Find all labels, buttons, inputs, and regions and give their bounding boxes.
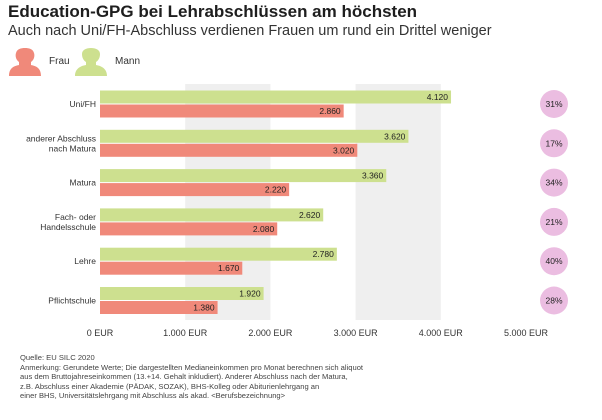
legend-label-mann: Mann	[115, 56, 141, 67]
gap-label: 31%	[545, 99, 562, 109]
bar-frau	[100, 222, 278, 236]
data-label-mann: 2.780	[313, 249, 335, 259]
bar-mann	[100, 129, 409, 143]
category-label: Pflichtschule	[48, 296, 96, 306]
category-label: Matura	[70, 178, 97, 188]
gap-badge	[540, 207, 568, 236]
x-tick-label: 5.000 EUR	[504, 328, 549, 338]
data-label-mann: 4.120	[427, 92, 449, 102]
category-label: Handelsschule	[40, 222, 96, 232]
chart-notes: Quelle: EU SILC 2020 Anmerkung: Gerundet…	[20, 353, 420, 401]
data-label-frau: 2.860	[319, 106, 341, 116]
data-label-mann: 3.620	[384, 131, 406, 141]
source-note: Quelle: EU SILC 2020	[20, 353, 95, 362]
gap-label: 40%	[545, 256, 562, 266]
gap-label: 17%	[545, 138, 562, 148]
data-label-frau: 1.380	[193, 303, 215, 313]
legend-label-frau: Frau	[49, 56, 70, 67]
gap-badge	[540, 90, 568, 118]
data-label-mann: 3.360	[362, 171, 384, 181]
note-line: z.B. Abschluss einer Akademie (PÄDAK, SO…	[20, 381, 320, 391]
bar-frau	[100, 301, 218, 314]
data-label-frau: 2.080	[253, 224, 275, 234]
man-icon	[75, 48, 107, 76]
x-tick-label: 0 EUR	[87, 328, 114, 338]
chart-subtitle: Auch nach Uni/FH-Abschluss verdienen Fra…	[8, 23, 492, 39]
bar-mann	[100, 247, 337, 261]
category-label: anderer Abschluss	[26, 133, 96, 143]
chart-title: Education-GPG bei Lehrabschlüssen am höc…	[8, 2, 418, 21]
x-tick-label: 1.000 EUR	[163, 328, 208, 338]
data-label-frau: 1.670	[218, 263, 240, 273]
gap-badge	[540, 168, 568, 197]
grid-band	[355, 84, 441, 320]
gap-badge	[540, 247, 568, 276]
category-label: Lehre	[74, 256, 96, 266]
grid-band	[185, 84, 271, 320]
note-line: Anmerkung: Gerundete Werte; Die dargeste…	[20, 362, 364, 372]
data-label-mann: 2.620	[299, 210, 321, 220]
x-tick-label: 2.000 EUR	[248, 328, 293, 338]
bar-frau	[100, 183, 290, 197]
gap-badge	[540, 129, 568, 158]
gap-label: 28%	[545, 296, 562, 306]
gap-badge	[540, 286, 568, 315]
bar-frau	[100, 104, 344, 118]
x-tick-label: 3.000 EUR	[334, 328, 379, 338]
woman-icon	[9, 48, 41, 76]
category-label: Uni/FH	[70, 99, 96, 109]
bar-mann	[100, 169, 387, 183]
bar-frau	[100, 143, 358, 157]
data-label-frau: 2.220	[265, 185, 287, 195]
bar-mann	[100, 208, 324, 222]
note-line: einer BHS, Universitätslehrgang mit Absc…	[20, 391, 286, 401]
gap-label: 21%	[545, 217, 562, 227]
data-label-frau: 3.020	[333, 145, 355, 155]
note-line: aus dem Bruttojahreseinkommen (13.+14. G…	[20, 372, 348, 382]
bar-mann	[100, 90, 452, 104]
x-tick-label: 4.000 EUR	[419, 328, 464, 338]
gap-label: 34%	[545, 178, 562, 188]
category-label: Fach- oder	[55, 212, 96, 222]
category-label: nach Matura	[49, 143, 97, 153]
bar-mann	[100, 287, 264, 300]
bar-chart: 0 EUR 1.000 EUR 2.000 EUR 3.000 EUR 4.000 EU…	[26, 84, 568, 338]
data-label-mann: 1.920	[239, 289, 261, 299]
bar-frau	[100, 261, 243, 275]
